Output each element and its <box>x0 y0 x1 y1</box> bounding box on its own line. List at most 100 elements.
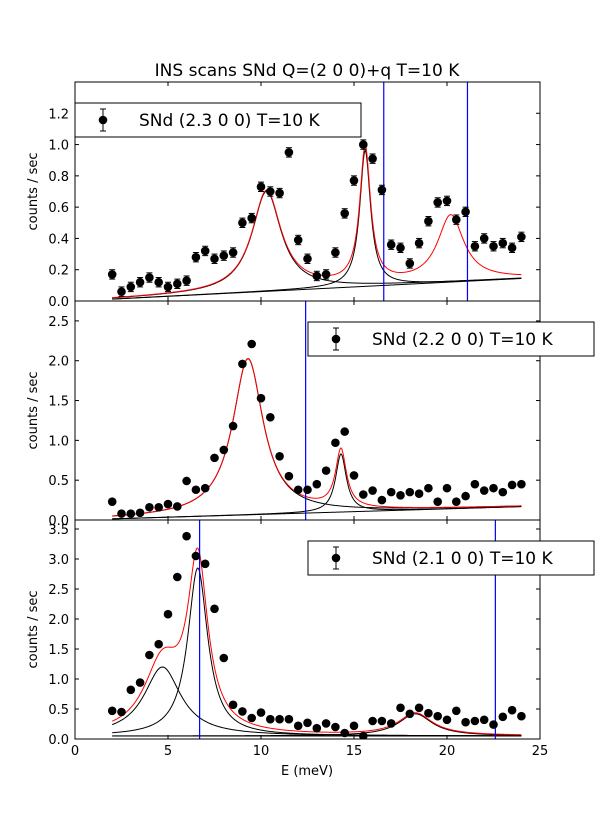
data-point <box>517 232 526 242</box>
x-tick-label: 25 <box>532 744 549 759</box>
component-peak-curve <box>112 453 522 520</box>
legend-label: SNd (2.1 0 0) T=10 K <box>372 549 554 569</box>
data-point <box>107 706 117 716</box>
data-point <box>173 502 182 511</box>
data-point <box>312 271 322 281</box>
data-point <box>359 731 368 739</box>
legend: SNd (2.3 0 0) T=10 K <box>74 102 362 138</box>
data-point <box>117 287 126 296</box>
data-point <box>293 721 303 731</box>
data-point <box>219 653 229 663</box>
y-tick-label: 3.0 <box>48 553 69 568</box>
y-tick-label: 3.5 <box>48 523 69 538</box>
data-point <box>312 479 322 489</box>
y-axis-label: counts / sec <box>26 590 41 668</box>
data-point <box>145 502 154 512</box>
y-tick-label: 0.0 <box>48 514 69 529</box>
data-point <box>135 277 145 287</box>
y-axis-label: counts / sec <box>26 371 41 449</box>
plot-area <box>107 520 526 739</box>
data-point <box>145 650 154 660</box>
x-axis-label: E (meV) <box>281 764 333 779</box>
data-point <box>433 198 443 207</box>
data-point <box>386 240 396 249</box>
y-tick-label: 2.5 <box>48 583 69 598</box>
data-point <box>293 485 303 495</box>
component-peak-curve <box>112 148 522 300</box>
data-point <box>163 282 173 292</box>
data-point <box>340 728 350 738</box>
data-point <box>256 182 266 192</box>
y-tick-label: 1.5 <box>48 643 69 658</box>
data-point <box>470 479 480 489</box>
data-point <box>405 709 415 719</box>
data-point <box>154 639 163 649</box>
x-tick-label: 5 <box>164 744 172 759</box>
data-point <box>303 485 312 495</box>
data-point <box>266 187 275 196</box>
data-point <box>247 713 256 723</box>
y-tick-label: 0.2 <box>48 264 69 279</box>
data-point <box>359 140 368 149</box>
data-point <box>200 559 210 569</box>
data-point <box>479 234 489 243</box>
data-point <box>247 339 256 349</box>
data-point <box>182 476 191 486</box>
data-point <box>470 716 480 726</box>
legend: SNd (2.2 0 0) T=10 K <box>307 321 595 357</box>
x-tick-label: 0 <box>71 744 79 759</box>
y-tick-label: 1.2 <box>48 107 69 122</box>
data-point <box>266 714 275 724</box>
data-point <box>489 483 498 493</box>
data-point <box>498 712 508 722</box>
y-tick-label: 0.6 <box>48 201 69 216</box>
data-point <box>452 215 461 224</box>
data-point <box>424 216 433 226</box>
data-point <box>433 711 443 721</box>
axes-frame <box>74 519 541 740</box>
data-point <box>191 551 201 561</box>
data-point <box>321 719 331 728</box>
data-point <box>396 243 405 253</box>
data-point <box>368 716 377 726</box>
data-point <box>293 235 303 245</box>
data-point <box>303 254 312 264</box>
data-point <box>489 241 498 251</box>
data-point <box>256 708 266 717</box>
data-point <box>507 705 517 715</box>
data-point <box>173 279 182 289</box>
data-point <box>182 276 191 285</box>
data-point <box>126 282 136 292</box>
data-point <box>312 723 322 733</box>
legend-marker <box>331 334 341 344</box>
data-point <box>414 489 424 499</box>
plot-area <box>107 82 526 301</box>
data-point <box>228 700 238 710</box>
data-point <box>359 490 368 499</box>
data-point <box>321 466 331 475</box>
data-point <box>126 509 136 518</box>
data-point <box>498 487 508 497</box>
component-peak-curve <box>112 713 522 737</box>
data-point <box>163 609 173 619</box>
data-point <box>210 604 219 614</box>
data-point <box>275 714 284 724</box>
data-point <box>517 711 526 721</box>
panel-2-3-0-0: 0.0 0.2 0.4 0.6 0.8 1.0 1.2 counts / sec SNd (2.… <box>26 81 541 310</box>
data-point <box>154 277 163 287</box>
data-point <box>247 213 256 223</box>
y-tick-label: 1.0 <box>48 139 69 154</box>
data-point <box>368 154 377 163</box>
legend-box <box>74 102 362 138</box>
data-point <box>135 678 145 687</box>
data-point <box>349 176 359 185</box>
data-point <box>452 706 461 716</box>
data-point <box>117 707 126 717</box>
data-point <box>414 238 424 248</box>
data-point <box>442 196 452 206</box>
data-point <box>340 209 350 218</box>
data-point <box>507 480 517 490</box>
data-point <box>424 708 433 718</box>
data-point <box>228 248 238 257</box>
data-point <box>219 251 229 260</box>
